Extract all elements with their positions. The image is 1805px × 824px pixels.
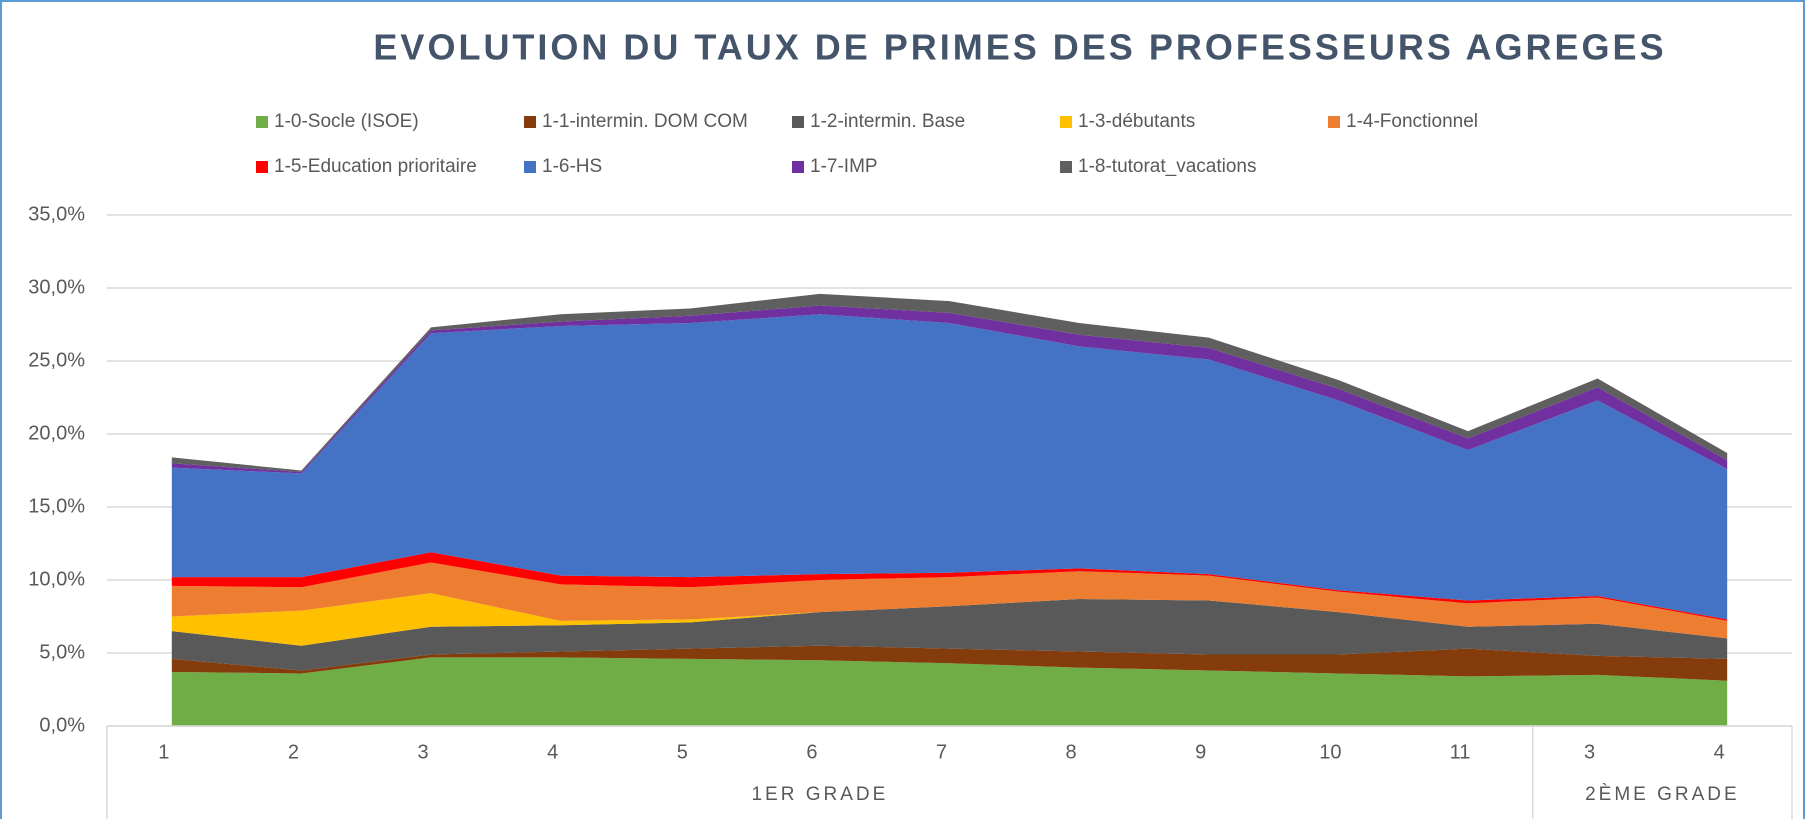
group-label: 2ÈME GRADE [1585,784,1740,805]
legend-swatch [792,161,804,173]
legend-label: 1-4-Fonctionnel [1346,111,1478,132]
x-tick-label: 4 [1714,741,1725,763]
y-tick-label: 25,0% [28,349,85,371]
x-tick-label: 1 [158,741,169,763]
x-tick-label: 5 [677,741,688,763]
legend-swatch [256,116,268,128]
y-tick-label: 10,0% [28,568,85,590]
legend-label: 1-6-HS [542,156,602,177]
legend-swatch [256,161,268,173]
y-tick-label: 30,0% [28,276,85,298]
legend-label: 1-2-intermin. Base [810,111,965,132]
area [171,562,1728,639]
chart-title: EVOLUTION DU TAUX DE PRIMES DES PROFESSE… [373,27,1666,68]
legend-label: 1-7-IMP [810,156,878,177]
x-tick-label: 10 [1319,741,1341,763]
x-tick-label: 3 [1584,741,1595,763]
legend-label: 1-1-intermin. DOM COM [542,111,748,132]
x-tick-label: 9 [1195,741,1206,763]
y-tick-label: 5,0% [39,641,85,663]
y-tick-label: 20,0% [28,422,85,444]
area [171,314,1728,620]
legend-swatch [524,161,536,173]
legend-swatch [1060,116,1072,128]
legend-label: 1-3-débutants [1078,111,1195,132]
area [171,657,1728,726]
x-tick-label: 6 [806,741,817,763]
y-tick-label: 35,0% [28,203,85,225]
legend-label: 1-0-Socle (ISOE) [274,111,419,132]
x-tick-label: 8 [1066,741,1077,763]
x-tick-label: 11 [1450,741,1471,763]
legend-swatch [792,116,804,128]
y-tick-label: 15,0% [28,495,85,517]
legend-swatch [1060,161,1072,173]
x-tick-label: 7 [936,741,947,763]
area [171,598,1728,671]
legend-label: 1-5-Education prioritaire [274,156,477,177]
x-tick-label: 4 [547,741,558,763]
legend-label: 1-8-tutorat_vacations [1078,156,1257,177]
group-label: 1ER GRADE [751,784,888,805]
y-tick-label: 0,0% [39,714,85,736]
x-tick-label: 2 [288,741,299,763]
legend-swatch [1328,116,1340,128]
x-tick-label: 3 [417,741,428,763]
legend-swatch [524,116,536,128]
area [171,593,1728,646]
